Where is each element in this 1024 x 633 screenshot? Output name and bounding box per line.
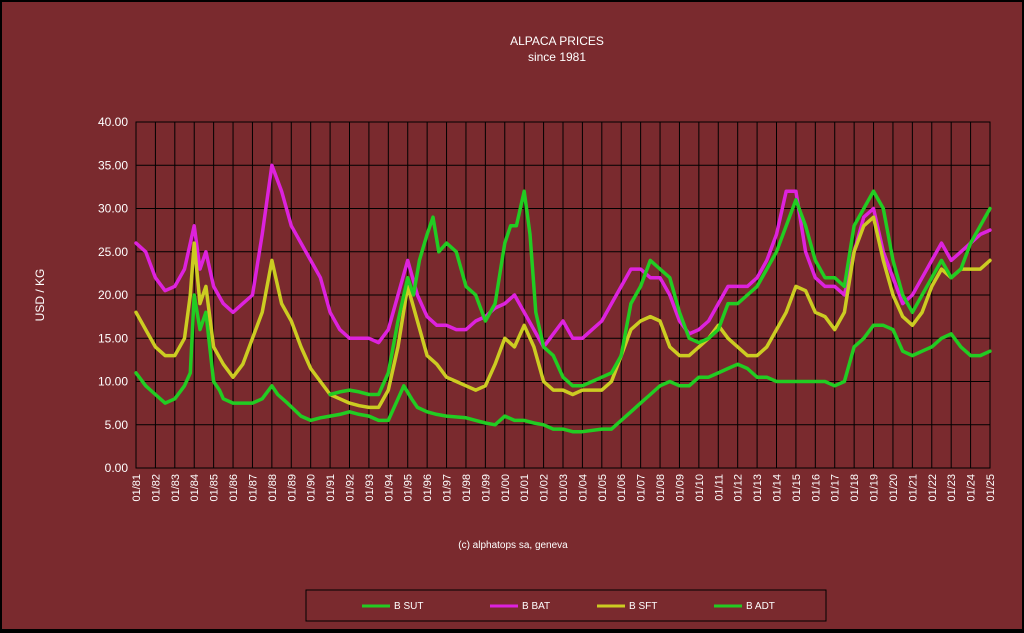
- y-tick-label: 40.00: [98, 115, 128, 129]
- x-tick-label: 01/94: [383, 474, 395, 502]
- series-line-b-adt: [328, 189, 992, 397]
- x-tick-label: 01/84: [189, 474, 201, 502]
- legend: B SUT B BAT B SFT B ADT: [362, 601, 775, 612]
- series-line-b-bat: [134, 163, 992, 349]
- legend-entry: B SFT: [629, 601, 657, 612]
- x-tick-label: 01/06: [616, 474, 628, 502]
- x-tick-label: 01/81: [131, 474, 143, 502]
- chart-title: ALPACA PRICES: [510, 34, 604, 48]
- x-tick-label: 01/23: [946, 474, 958, 502]
- y-tick-label: 5.00: [105, 418, 129, 432]
- x-tick-label: 01/21: [907, 474, 919, 502]
- x-tick-label: 01/22: [927, 474, 939, 502]
- x-tick-label: 01/25: [985, 474, 997, 502]
- x-tick-label: 01/96: [422, 474, 434, 502]
- x-tick-label: 01/16: [810, 474, 822, 502]
- y-axis-ticks: 0.00 5.00 10.00 15.00 20.00 25.00 30.00 35.00 40…: [98, 115, 128, 475]
- x-tick-label: 01/90: [306, 474, 318, 502]
- x-tick-label: 01/24: [966, 474, 978, 502]
- series-lines: [134, 163, 992, 434]
- x-tick-label: 01/97: [442, 474, 454, 502]
- x-tick-label: 01/86: [228, 474, 240, 502]
- x-axis-ticks: 01/81 01/82 01/83 01/84 01/85 01/86 01/87 01/88…: [131, 474, 997, 502]
- y-axis-label: USD / KG: [33, 269, 47, 322]
- x-tick-label: 01/07: [636, 474, 648, 502]
- y-tick-label: 35.00: [98, 158, 128, 172]
- chart-subtitle: since 1981: [528, 50, 586, 64]
- x-tick-label: 01/00: [500, 474, 512, 502]
- y-tick-label: 20.00: [98, 288, 128, 302]
- x-tick-label: 01/10: [694, 474, 706, 502]
- x-tick-label: 01/03: [558, 474, 570, 502]
- x-tick-label: 01/19: [869, 474, 881, 502]
- x-tick-label: 01/99: [480, 474, 492, 502]
- x-tick-label: 01/92: [345, 474, 357, 502]
- x-tick-label: 01/83: [170, 474, 182, 502]
- x-tick-label: 01/08: [655, 474, 667, 502]
- x-tick-label: 01/04: [577, 474, 589, 502]
- x-tick-label: 01/11: [713, 474, 725, 501]
- y-tick-label: 30.00: [98, 202, 128, 216]
- x-tick-label: 01/95: [403, 474, 415, 502]
- x-tick-label: 01/01: [519, 474, 531, 502]
- x-tick-label: 01/02: [539, 474, 551, 502]
- legend-entry: B SUT: [394, 601, 423, 612]
- legend-entry: B BAT: [522, 601, 550, 612]
- series-line-b-sut: [134, 293, 992, 434]
- x-tick-label: 01/82: [150, 474, 162, 502]
- x-tick-label: 01/12: [733, 474, 745, 502]
- legend-entry: B ADT: [746, 601, 775, 612]
- x-tick-label: 01/85: [209, 474, 221, 502]
- x-tick-label: 01/14: [772, 474, 784, 502]
- x-tick-label: 01/18: [849, 474, 861, 502]
- y-tick-label: 15.00: [98, 331, 128, 345]
- x-tick-label: 01/20: [888, 474, 900, 502]
- x-tick-label: 01/17: [830, 474, 842, 502]
- x-tick-label: 01/98: [461, 474, 473, 502]
- x-tick-label: 01/05: [597, 474, 609, 502]
- x-tick-label: 01/87: [247, 474, 259, 502]
- x-tick-label: 01/93: [364, 474, 376, 502]
- vertical-gridlines: [135, 122, 991, 468]
- x-tick-label: 01/13: [752, 474, 764, 502]
- copyright-credit: (c) alphatops sa, geneva: [458, 540, 568, 551]
- y-tick-label: 25.00: [98, 245, 128, 259]
- x-tick-label: 01/15: [791, 474, 803, 502]
- series-line-b-sft: [134, 215, 992, 410]
- y-tick-label: 0.00: [105, 461, 129, 475]
- y-tick-label: 10.00: [98, 375, 128, 389]
- x-tick-label: 01/91: [325, 474, 337, 502]
- x-tick-label: 01/09: [674, 474, 686, 502]
- x-tick-label: 01/89: [286, 474, 298, 502]
- x-tick-label: 01/88: [267, 474, 279, 502]
